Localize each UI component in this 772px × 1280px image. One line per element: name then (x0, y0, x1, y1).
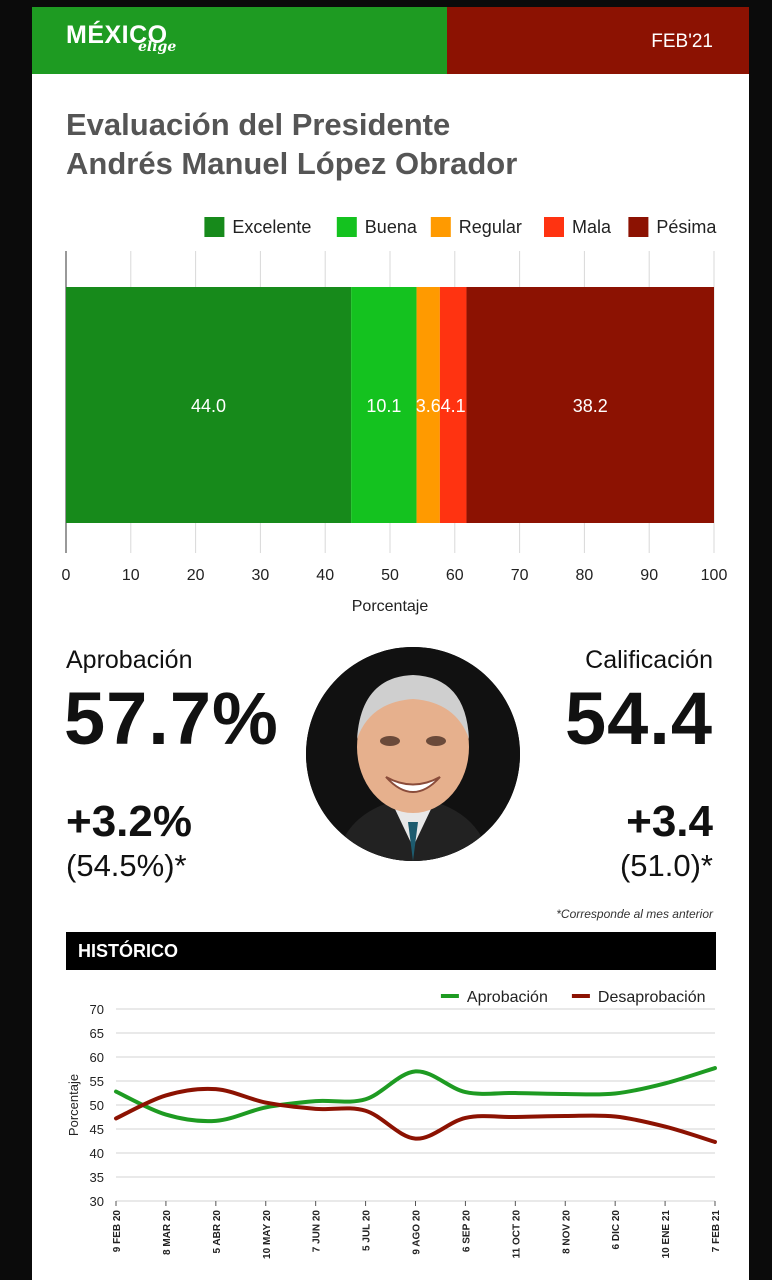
report-card: MÉXICO elige FEB'21 Evaluación del Presi… (32, 7, 749, 1280)
historico-line-chart: Aprobación Desaprobación 30 35 40 45 50 55 60 65 7… (66, 989, 722, 1259)
line-legend-label-0: Aprobación (467, 989, 548, 1006)
bar-label-excelente: 44.0 (191, 396, 226, 416)
x-tick-label-7: 6 SEP 20 (461, 1210, 472, 1253)
historico-title: HISTÓRICO (78, 941, 179, 961)
y-tick-3: 45 (90, 1122, 104, 1137)
y-tick-2: 40 (90, 1146, 104, 1161)
y-tick-4: 50 (90, 1098, 104, 1113)
x-tick-label-2: 5 ABR 20 (212, 1210, 223, 1254)
x-tick-8: 80 (576, 567, 594, 584)
x-tick-label-8: 11 OCT 20 (511, 1210, 522, 1259)
legend-swatch-1 (336, 217, 357, 237)
legend-label-3: Mala (572, 217, 612, 237)
score-delta: +3.4 (626, 797, 713, 846)
y-tick-6: 60 (90, 1050, 104, 1065)
header-red-band: FEB'21 (447, 7, 749, 74)
president-portrait-icon (306, 647, 520, 861)
legend-swatch-3 (544, 217, 564, 237)
page-title-line2: Andrés Manuel López Obrador (66, 146, 518, 181)
x-tick-label-4: 7 JUN 20 (312, 1210, 323, 1253)
logo-subtext: elige (138, 39, 177, 55)
x-tick-label-3: 10 MAY 20 (262, 1210, 273, 1259)
x-tick-label-0: 9 FEB 20 (112, 1210, 123, 1253)
legend-label-0: Excelente (232, 217, 311, 237)
legend-swatch-0 (204, 217, 225, 237)
approval-value: 57.7% (64, 677, 279, 760)
x-tick-6: 60 (446, 567, 464, 584)
x-tick-4: 40 (316, 567, 334, 584)
x-tick-2: 20 (187, 567, 205, 584)
historico-header: HISTÓRICO (66, 932, 716, 970)
x-tick-label-12: 7 FEB 21 (711, 1210, 722, 1253)
y-axis-title: Porcentaje (66, 1074, 81, 1136)
report-date: FEB'21 (651, 31, 713, 52)
line-legend-label-1: Desaprobación (598, 989, 706, 1006)
legend-label-4: Pésima (656, 217, 717, 237)
bar-label-mala: 4.1 (441, 396, 466, 416)
bar-regular (416, 287, 440, 523)
y-tick-7: 65 (90, 1026, 104, 1041)
y-tick-8: 70 (90, 1002, 104, 1017)
y-tick-5: 55 (90, 1074, 104, 1089)
bar-label-buena: 10.1 (366, 396, 401, 416)
bar-label-pesima: 38.2 (573, 396, 608, 416)
approval-previous: (54.5%)* (66, 848, 187, 883)
legend-label-1: Buena (365, 217, 418, 237)
x-tick-10: 100 (701, 567, 728, 584)
legend-label-2: Regular (459, 217, 522, 237)
score-previous: (51.0)* (619, 848, 713, 883)
legend-swatch-2 (430, 217, 451, 237)
approval-label: Aprobación (66, 646, 193, 674)
x-tick-label-6: 9 AGO 20 (412, 1210, 423, 1255)
bar-excelente (66, 287, 352, 523)
x-tick-0: 0 (62, 567, 71, 584)
x-tick-label-11: 10 ENE 21 (661, 1210, 672, 1259)
x-tick-5: 50 (381, 567, 399, 584)
y-tick-0: 30 (90, 1194, 104, 1209)
logo-text: MÉXICO (66, 21, 168, 49)
footnote: *Corresponde al mes anterior (556, 907, 713, 921)
x-tick-label-10: 6 DIC 20 (611, 1210, 622, 1250)
bar-mala (439, 287, 467, 523)
legend-swatch-4 (628, 217, 649, 237)
page-title-line1: Evaluación del Presidente (66, 107, 451, 142)
x-tick-3: 30 (252, 567, 270, 584)
series-aprobacion-line (114, 1066, 717, 1124)
y-tick-1: 35 (90, 1170, 104, 1185)
x-tick-label-1: 8 MAR 20 (162, 1210, 173, 1255)
evaluation-bar-chart: Excelente Buena Regular Mala Pésima 0 10 20 30 40… (62, 217, 728, 615)
score-value: 54.4 (564, 677, 713, 760)
x-tick-9: 90 (640, 567, 658, 584)
x-tick-label-5: 5 JUL 20 (362, 1210, 373, 1251)
header-green-band: MÉXICO elige (32, 7, 447, 74)
x-axis-title: Porcentaje (352, 598, 429, 615)
series-desaprobacion-line (114, 1086, 717, 1144)
bar-pesima (466, 287, 714, 523)
bar-buena (351, 287, 417, 523)
approval-delta: +3.2% (66, 797, 192, 846)
x-tick-7: 70 (511, 567, 529, 584)
score-label: Calificación (585, 646, 713, 674)
x-tick-label-9: 8 NOV 20 (561, 1210, 572, 1254)
x-tick-1: 10 (122, 567, 140, 584)
bar-label-regular: 3.6 (416, 396, 441, 416)
